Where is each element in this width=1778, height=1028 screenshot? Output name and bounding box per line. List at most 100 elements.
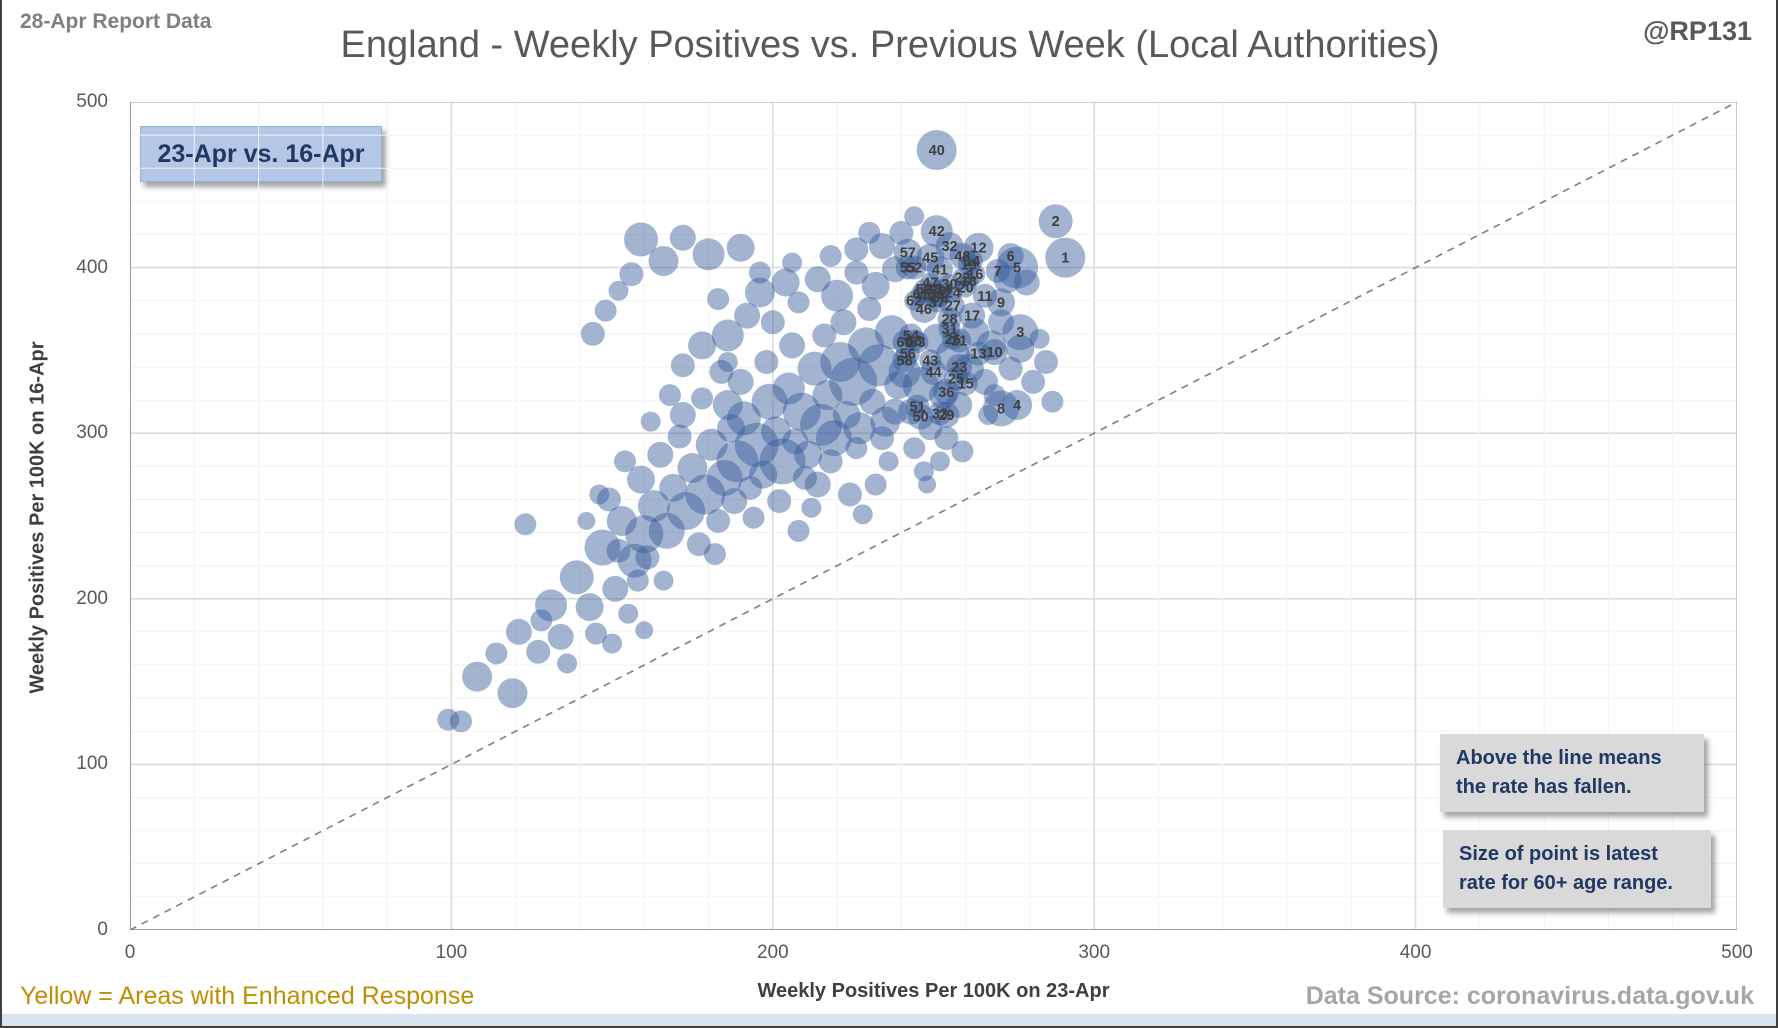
data-point[interactable] [748,261,771,284]
data-point[interactable] [819,245,842,268]
data-point[interactable] [893,238,922,267]
data-point[interactable] [589,484,610,505]
data-point[interactable] [926,292,947,313]
data-point[interactable] [658,384,681,407]
data-point[interactable] [754,349,779,374]
data-point[interactable] [792,465,817,490]
data-point[interactable] [812,380,843,411]
data-point[interactable] [913,461,934,482]
data-point[interactable] [978,404,999,425]
data-point[interactable] [619,262,644,287]
data-point[interactable] [935,338,970,373]
data-point[interactable] [706,508,731,533]
data-point[interactable] [918,416,943,441]
data-point[interactable] [627,465,656,494]
data-point[interactable] [961,318,990,347]
data-point[interactable] [526,639,551,664]
data-point[interactable] [677,452,708,483]
data-point[interactable] [726,233,755,262]
data-point[interactable] [844,260,869,285]
data-point[interactable] [514,513,537,536]
data-point[interactable] [987,309,1014,336]
data-point[interactable] [943,366,968,391]
data-point[interactable] [939,274,960,295]
data-point[interactable] [904,290,925,311]
data-point[interactable] [953,371,978,396]
data-point[interactable] [920,272,941,293]
data-point[interactable] [916,130,957,171]
data-point[interactable] [559,560,594,595]
data-point[interactable] [635,545,660,570]
data-point[interactable] [985,258,1010,283]
data-point[interactable] [670,353,695,378]
data-point[interactable] [942,282,963,303]
data-point[interactable] [892,330,917,355]
data-point[interactable] [919,349,942,372]
data-point[interactable] [832,400,861,429]
data-point[interactable] [760,310,785,335]
data-point[interactable] [933,279,954,300]
data-point[interactable] [986,288,1015,317]
data-point[interactable] [818,449,843,474]
data-point[interactable] [712,390,743,421]
data-point[interactable] [857,344,900,387]
data-point[interactable] [902,255,927,280]
data-point[interactable] [924,282,949,307]
data-point[interactable] [921,323,952,354]
data-point[interactable] [767,489,792,514]
data-point[interactable] [686,532,711,557]
data-point[interactable] [596,487,621,512]
data-point[interactable] [782,428,809,455]
data-point[interactable] [869,233,896,260]
data-point[interactable] [888,355,921,388]
data-point[interactable] [653,570,674,591]
data-point[interactable] [859,388,886,415]
data-point[interactable] [625,515,664,554]
data-point[interactable] [1041,390,1064,413]
data-point[interactable] [580,321,605,346]
data-point[interactable] [1002,314,1039,351]
data-point[interactable] [626,569,649,592]
data-point[interactable] [933,401,960,428]
data-point[interactable] [812,323,837,348]
data-point[interactable] [861,271,890,300]
data-point[interactable] [716,440,759,483]
data-point[interactable] [727,368,754,395]
data-point[interactable] [972,283,997,308]
data-point[interactable] [749,460,778,489]
data-point[interactable] [1033,349,1058,374]
data-point[interactable] [889,220,914,245]
data-point[interactable] [685,474,726,515]
data-point[interactable] [965,264,986,285]
data-point[interactable] [742,506,765,529]
data-point[interactable] [437,708,460,731]
data-point[interactable] [738,475,763,500]
data-point[interactable] [695,428,728,461]
data-point[interactable] [929,381,958,410]
data-point[interactable] [938,317,961,340]
data-point[interactable] [881,398,908,425]
data-point[interactable] [801,497,822,518]
data-point[interactable] [711,319,744,352]
data-point[interactable] [761,416,792,447]
data-point[interactable] [881,256,908,283]
data-point[interactable] [734,422,779,467]
data-point[interactable] [843,412,876,445]
data-point[interactable] [648,512,685,549]
data-point[interactable] [910,284,931,305]
data-point[interactable] [940,293,965,318]
data-point[interactable] [669,224,696,251]
data-point[interactable] [870,406,901,437]
data-point[interactable] [830,309,857,336]
data-point[interactable] [485,642,508,665]
data-point[interactable] [669,401,696,428]
data-point[interactable] [821,279,854,312]
data-point[interactable] [918,475,937,494]
data-point[interactable] [1013,269,1040,296]
data-point[interactable] [844,237,869,262]
data-point[interactable] [895,255,920,280]
data-point[interactable] [584,529,621,566]
data-point[interactable] [916,243,945,272]
data-point[interactable] [946,353,973,380]
data-point[interactable] [971,368,998,395]
